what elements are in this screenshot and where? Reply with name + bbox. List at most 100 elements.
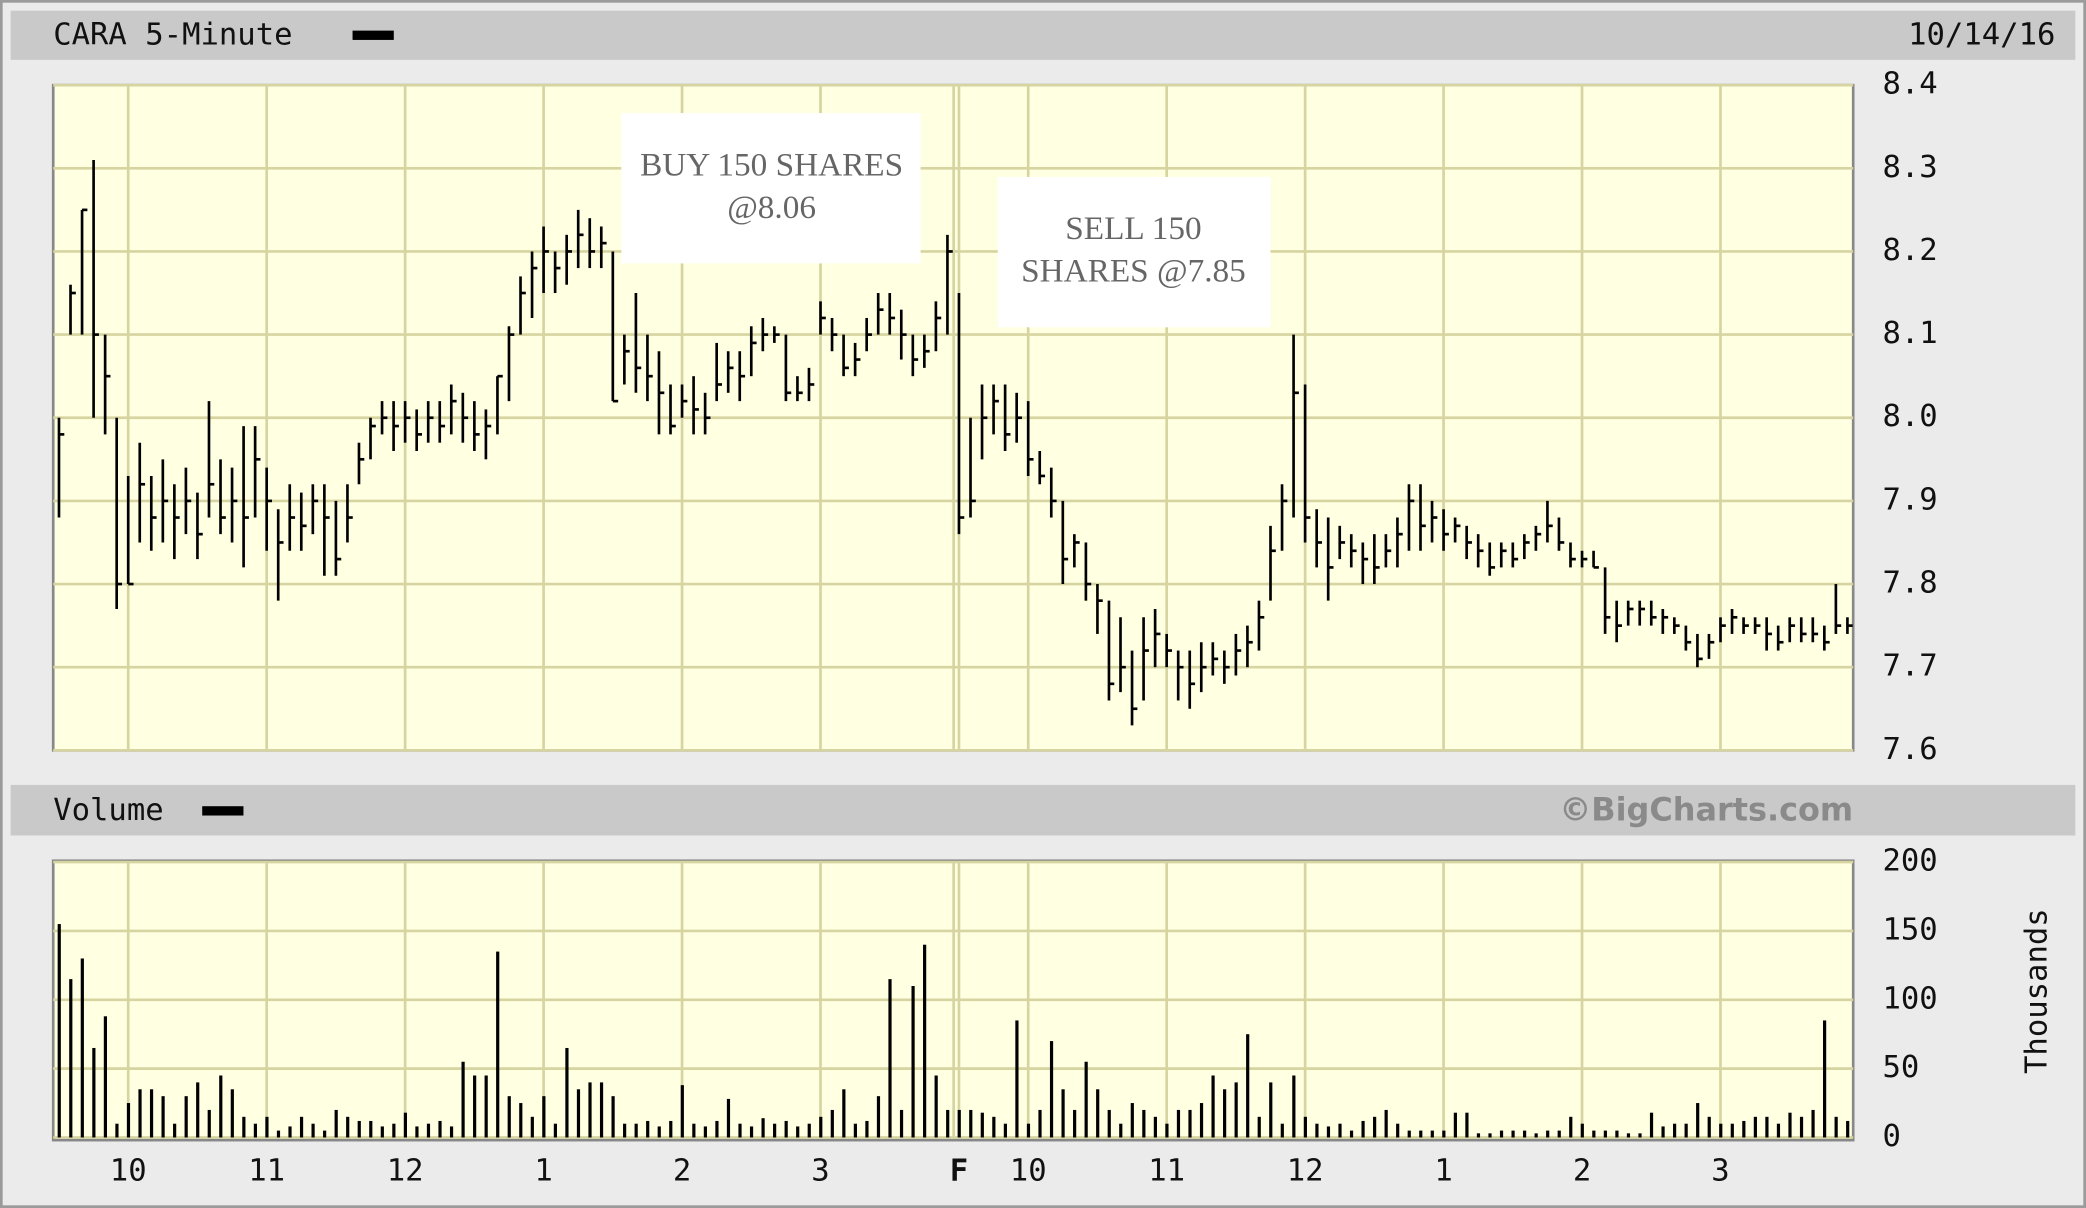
volume-bar — [842, 1089, 846, 1138]
volume-bar — [1592, 1130, 1596, 1138]
volume-bar — [934, 1075, 938, 1138]
volume-bar — [1465, 1112, 1469, 1138]
volume-bar — [726, 1098, 731, 1138]
legend-swatch — [202, 806, 244, 816]
volume-bar — [1269, 1082, 1273, 1138]
volume-bar — [1534, 1133, 1538, 1138]
volume-bar — [888, 979, 892, 1138]
volume-bar — [1176, 1109, 1181, 1138]
volume-bar — [657, 1126, 661, 1138]
volume-bar — [1684, 1123, 1688, 1138]
volume-bar — [1673, 1123, 1677, 1138]
volume-bar — [1649, 1112, 1654, 1138]
volume-bar — [311, 1123, 315, 1138]
volume-bar — [980, 1112, 984, 1138]
volume-bar — [1557, 1130, 1561, 1138]
volume-bar — [103, 1016, 107, 1138]
volume-bar — [807, 1123, 811, 1138]
volume-bar — [1419, 1130, 1423, 1138]
volume-bar — [1061, 1089, 1065, 1138]
volume-bar — [1580, 1123, 1584, 1138]
volume-bar — [1280, 1123, 1284, 1138]
volume-bar — [1523, 1130, 1527, 1138]
volume-bar — [1788, 1112, 1792, 1138]
x-tick-label: 3 — [811, 1154, 829, 1189]
volume-bar — [161, 1096, 165, 1138]
volume-bar — [1223, 1089, 1227, 1138]
volume-bar — [957, 1109, 961, 1138]
volume-bar — [1338, 1123, 1342, 1138]
volume-bar — [1569, 1116, 1573, 1138]
y-tick-label: 8.3 — [1882, 150, 1937, 185]
x-tick-label: 12 — [1287, 1154, 1324, 1189]
volume-bar — [253, 1123, 257, 1138]
volume-bar — [1315, 1123, 1319, 1138]
volume-bar — [599, 1082, 604, 1138]
chart-title: CARA 5-Minute — [53, 17, 292, 52]
annotation-box — [997, 176, 1271, 328]
volume-bar — [1257, 1116, 1261, 1138]
volume-bar — [426, 1123, 431, 1138]
volume-bar — [1603, 1130, 1607, 1138]
volume-bar — [1396, 1123, 1400, 1138]
volume-bar — [1707, 1116, 1711, 1138]
y-tick-label: 8.0 — [1882, 399, 1937, 434]
volume-bar — [1303, 1116, 1307, 1138]
volume-bar — [80, 958, 84, 1138]
volume-bar — [92, 1047, 96, 1138]
volume-bar — [1499, 1130, 1504, 1138]
volume-bar — [923, 944, 927, 1138]
volume-bar — [669, 1120, 673, 1138]
volume-bar — [415, 1126, 419, 1138]
volume-bar — [1753, 1116, 1757, 1138]
annotation: SHARES @7.85 — [1021, 253, 1246, 290]
volume-bar — [219, 1075, 223, 1138]
volume-bar — [1246, 1034, 1250, 1138]
volume-bar — [680, 1085, 684, 1138]
volume-bar — [876, 1096, 881, 1138]
volume-bar — [1430, 1130, 1434, 1138]
volume-bar — [588, 1082, 592, 1138]
volume-bar — [634, 1123, 638, 1138]
volume-bar — [1373, 1116, 1377, 1138]
volume-bar — [773, 1123, 777, 1138]
volume-bar — [484, 1075, 488, 1138]
x-tick-label: 2 — [673, 1154, 691, 1189]
volume-bar — [969, 1109, 973, 1138]
volume-title: Volume — [53, 793, 163, 828]
volume-bar — [392, 1123, 396, 1138]
y-axis-label: Thousands — [2020, 908, 2055, 1074]
y-tick-label: 7.9 — [1882, 482, 1937, 517]
y-tick-label: 8.4 — [1882, 67, 1937, 102]
volume-bar — [1107, 1109, 1111, 1138]
volume-bar — [819, 1116, 823, 1138]
x-tick-label: F — [950, 1154, 968, 1189]
volume-bar — [173, 1123, 177, 1138]
y-tick-label: 200 — [1882, 844, 1937, 879]
volume-bar — [1488, 1133, 1492, 1138]
volume-bar — [1130, 1103, 1134, 1138]
volume-bar — [1765, 1116, 1769, 1138]
volume-bar — [1165, 1123, 1169, 1138]
volume-bar — [184, 1096, 188, 1138]
volume-bar — [1038, 1109, 1042, 1138]
volume-bar — [911, 986, 915, 1138]
volume-bar — [1142, 1109, 1146, 1138]
volume-bar — [438, 1120, 442, 1138]
volume-bar — [1407, 1130, 1411, 1138]
volume-bar — [946, 1109, 950, 1138]
volume-bar — [1384, 1109, 1388, 1138]
volume-bar — [357, 1120, 361, 1138]
volume-bar — [230, 1089, 234, 1138]
volume-bar — [265, 1116, 269, 1138]
volume-bar — [611, 1096, 615, 1138]
volume-bar — [1638, 1133, 1642, 1138]
volume-bar — [207, 1109, 211, 1138]
volume-bar — [346, 1116, 350, 1138]
volume-header — [10, 784, 2076, 836]
y-tick-label: 7.6 — [1882, 732, 1937, 767]
volume-bar — [1049, 1041, 1054, 1138]
y-tick-label: 7.8 — [1882, 566, 1937, 601]
volume-bar — [865, 1120, 869, 1138]
